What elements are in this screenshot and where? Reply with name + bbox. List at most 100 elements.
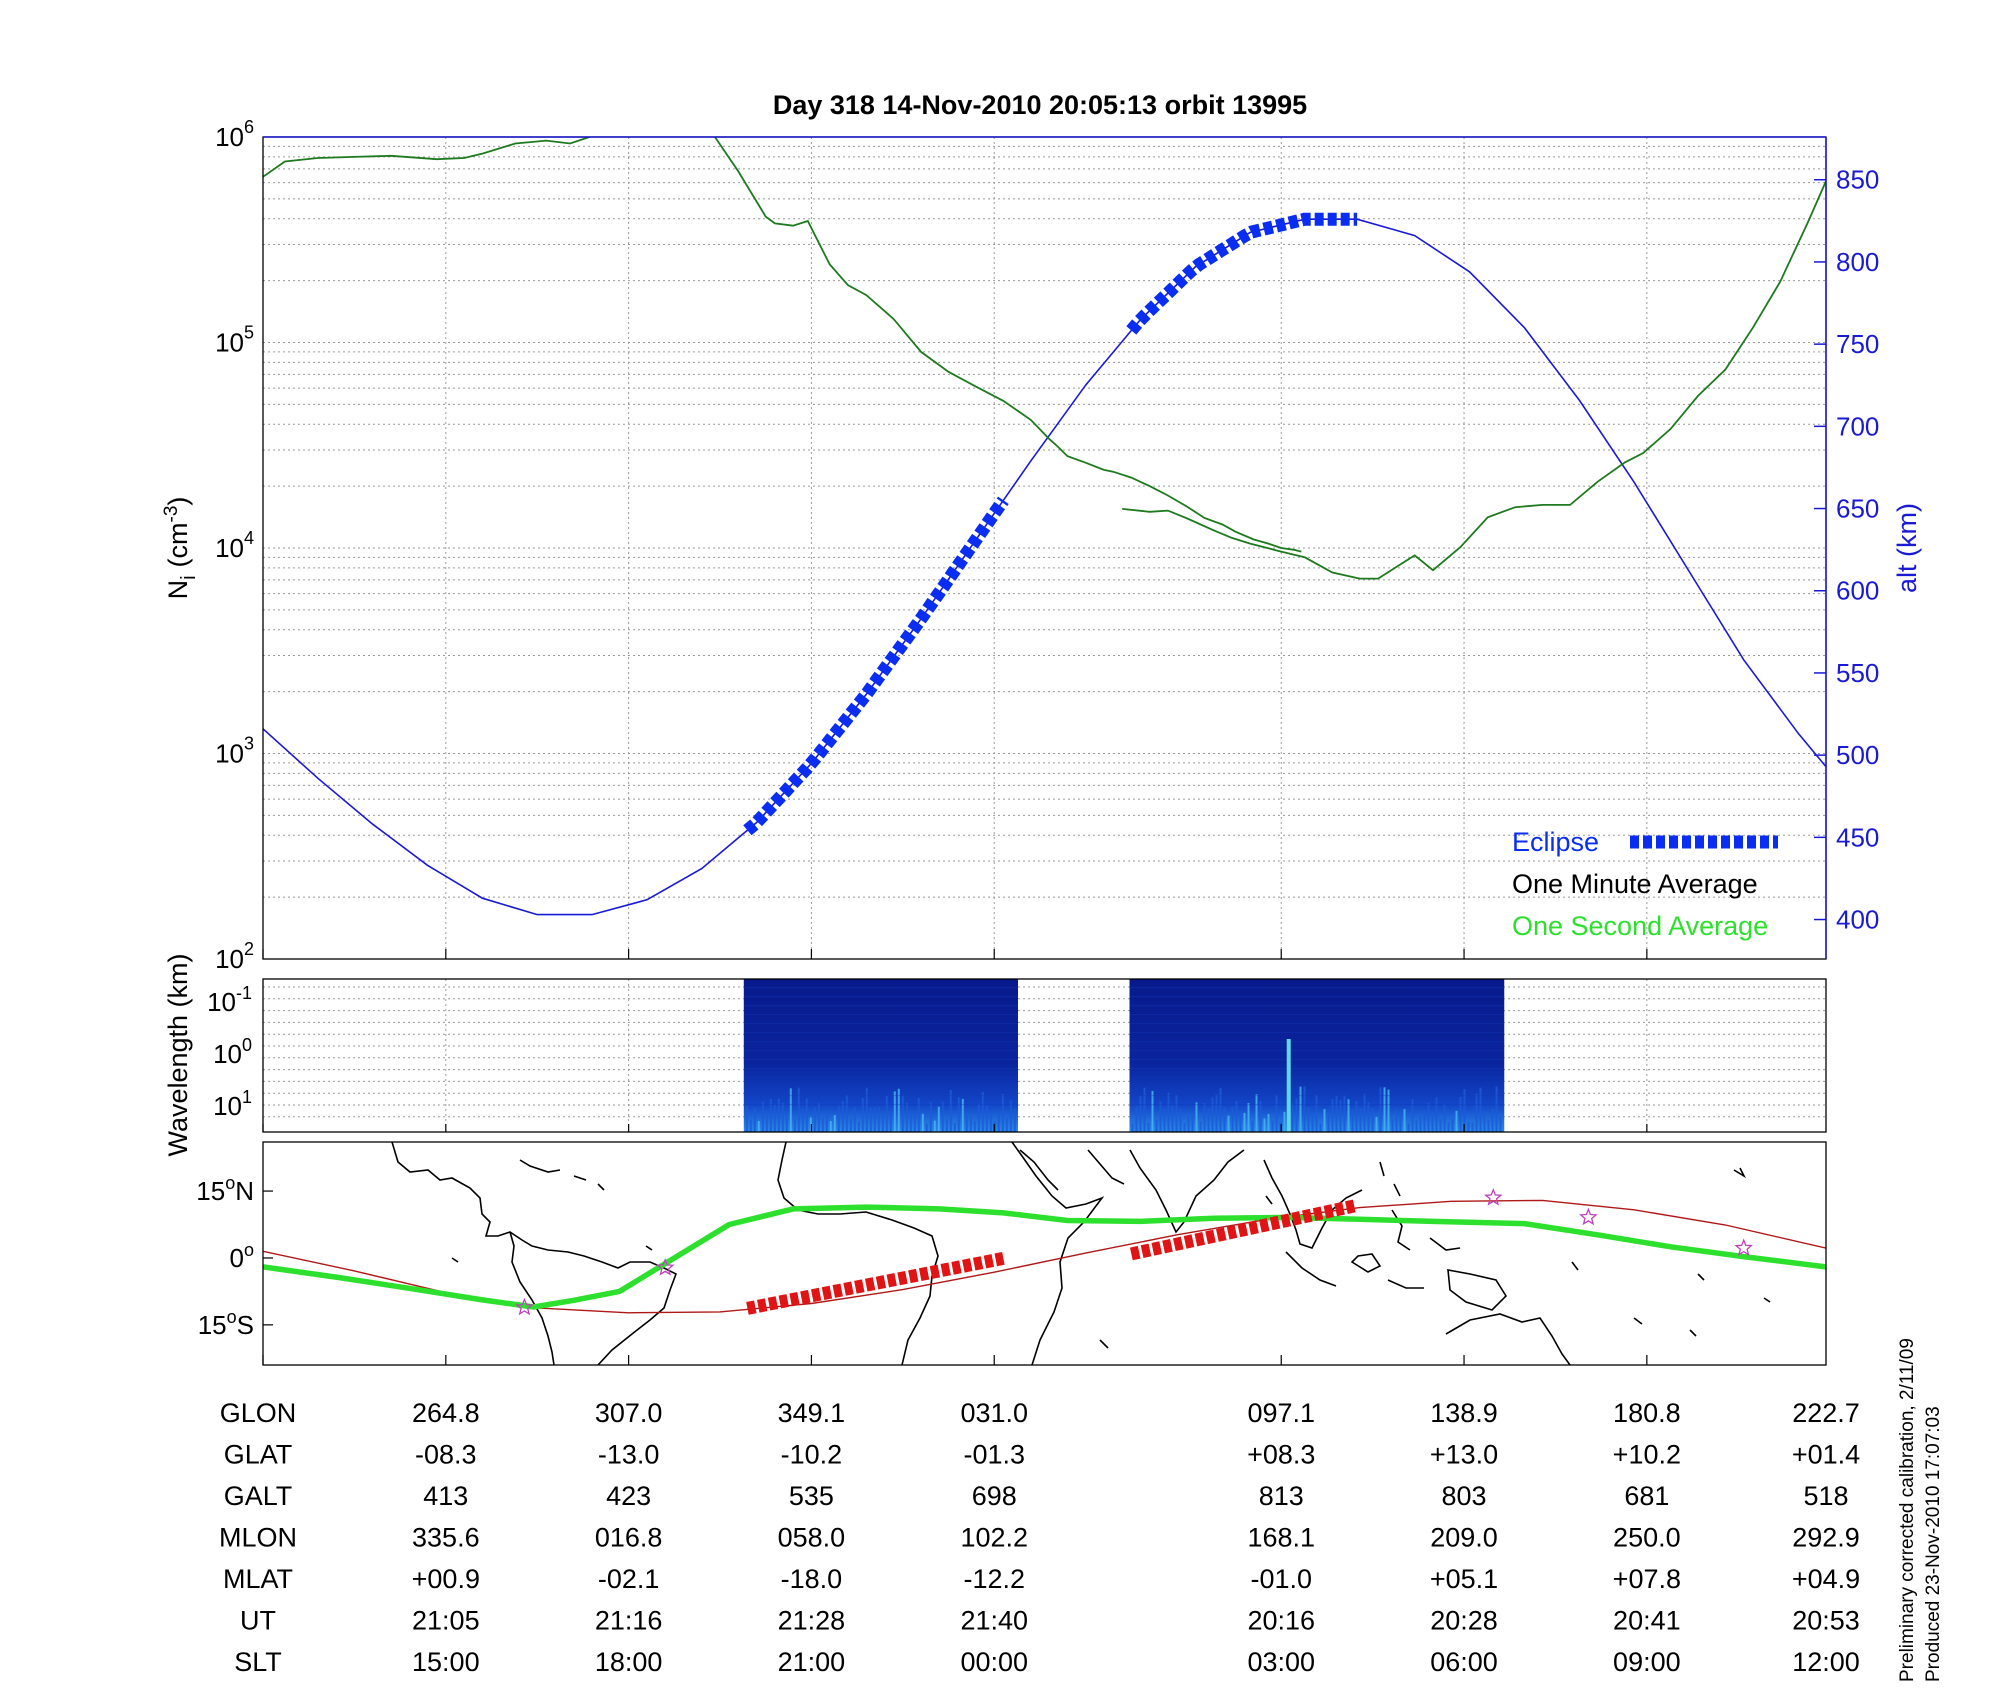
star-marker-2 [1484,1188,1503,1206]
coast-south-america-west [509,1231,555,1365]
cell-slt-0: 15:00 [412,1647,480,1677]
legend: Eclipse One Minute Average One Second Av… [1512,827,1778,941]
spectrogram-stripe [773,1105,776,1132]
cell-glat-5: +13.0 [1430,1440,1498,1470]
spectrogram-band [743,1104,1018,1106]
spectrogram-stripe [1243,1112,1246,1132]
spectrogram-band [1129,1023,1505,1025]
cell-glon-6: 180.8 [1613,1398,1681,1428]
ytick-exp: 5 [244,323,254,343]
spectrogram-panel: 10-1 100 101 Wavelength (km) [163,953,1827,1157]
row-label-glon: GLON [220,1398,297,1428]
spectrogram-stripe [765,1113,768,1132]
spectrogram-stripe [937,1106,940,1132]
map-ytick-1: 0o [230,1240,254,1273]
spectrogram-stripe [1383,1087,1386,1132]
cell-galt-6: 681 [1624,1481,1669,1511]
spectrogram-band [743,1014,1018,1016]
spectrogram-stripe [869,1107,872,1132]
spectrogram-stripe [845,1095,848,1132]
spectrogram-stripe [1009,1100,1012,1132]
spectrogram-stripe [1207,1107,1210,1132]
ytick-left-1: 103 [215,734,254,769]
coast-red-sea [1019,1149,1125,1191]
spectrogram-stripe [821,1118,824,1132]
spectrogram-stripe [1403,1109,1406,1132]
density-line-0 [263,137,593,178]
top-panel-grid [263,137,1826,960]
spectrogram-stripe [933,1120,936,1132]
spectrogram-stripe [1439,1118,1442,1132]
spectrogram-stripe [1447,1122,1450,1132]
coast-islands [1285,1209,1508,1311]
coast-africa-east [1011,1142,1105,1365]
spectrogram-stripe [789,1088,792,1132]
cell-mlat-0: +00.9 [412,1564,480,1594]
legend-minute-label: One Minute Average [1512,869,1758,899]
stars-layer [515,1188,1753,1316]
spectrogram-stripe [1499,1116,1502,1132]
spectrogram-stripe [997,1115,1000,1132]
spectrogram-stripe [1251,1121,1254,1132]
spectrogram-stripe [1279,1121,1282,1132]
spectrogram-stripe [1387,1089,1390,1132]
map-ytick-unit: o [225,1173,235,1193]
spectrogram-stripe [817,1103,820,1132]
spectrogram-stripe [749,1119,752,1132]
spectrogram-stripe [1147,1122,1150,1132]
cell-mlon-2: 058.0 [778,1523,846,1553]
spectrogram-stripe [1355,1100,1358,1132]
spectrogram-stripe [1155,1119,1158,1132]
spectrogram-stripe [1455,1110,1458,1132]
ytick-right-7: 750 [1836,329,1879,359]
spectrogram-stripe [1435,1097,1438,1132]
spectrogram-stripe [1231,1106,1234,1132]
spectrogram-stripe [909,1111,912,1132]
spec-ytick-1: 10-1 [207,983,252,1017]
spectrogram-stripe [1175,1094,1178,1132]
spectrogram-stripe [925,1123,928,1132]
ytick-left-3: 105 [215,323,254,358]
ytick-base: 10 [215,328,244,358]
ytick-exp: 6 [244,117,254,137]
spectrogram-stripe [1239,1116,1242,1132]
coast-africa [777,1142,939,1365]
star-marker-3 [1579,1207,1598,1226]
cell-glat-4: +08.3 [1247,1440,1315,1470]
spectrogram-stripe [1307,1106,1310,1132]
spectrogram-stripe [1163,1107,1166,1132]
map-ytick-2: 15oS [198,1307,254,1340]
spectrogram-stripe [1299,1086,1302,1132]
cell-glat-3: -01.3 [963,1440,1025,1470]
spectrogram-band [743,987,1018,989]
spectrogram-stripe [1343,1095,1346,1132]
spectrogram-stripe [1375,1117,1378,1132]
legend-second-label: One Second Average [1512,911,1768,941]
coast-india [1129,1149,1245,1234]
spectrogram-band [1129,987,1505,989]
spectrogram-band [1129,1050,1505,1052]
spectrogram-stripe [1315,1094,1318,1132]
spectrogram-stripe [913,1115,916,1132]
spectrogram-band [743,1077,1018,1079]
eclipse-segment-0 [743,496,1009,836]
cell-ut-2: 21:28 [778,1606,846,1636]
cell-glat-2: -10.2 [781,1440,843,1470]
spectrogram-stripe [921,1113,924,1132]
cell-slt-7: 12:00 [1792,1647,1860,1677]
spectrogram-stripe [1295,1098,1298,1132]
cell-mlon-3: 102.2 [960,1523,1028,1553]
spectrogram-stripe [929,1101,932,1132]
cell-ut-3: 21:40 [960,1606,1028,1636]
spectrogram-stripe [837,1106,840,1132]
spectrogram-band [1129,1014,1505,1016]
spectrogram-stripe [873,1107,876,1132]
cell-slt-2: 21:00 [778,1647,846,1677]
cell-galt-1: 423 [606,1481,651,1511]
spectrogram-stripe [1223,1107,1226,1132]
spectrogram-stripe [1471,1122,1474,1132]
spectrogram-band [743,1086,1018,1088]
spectrogram-stripe [813,1107,816,1132]
spectrogram-stripe [973,1120,976,1132]
map-ytick-0: 15oN [196,1173,254,1206]
